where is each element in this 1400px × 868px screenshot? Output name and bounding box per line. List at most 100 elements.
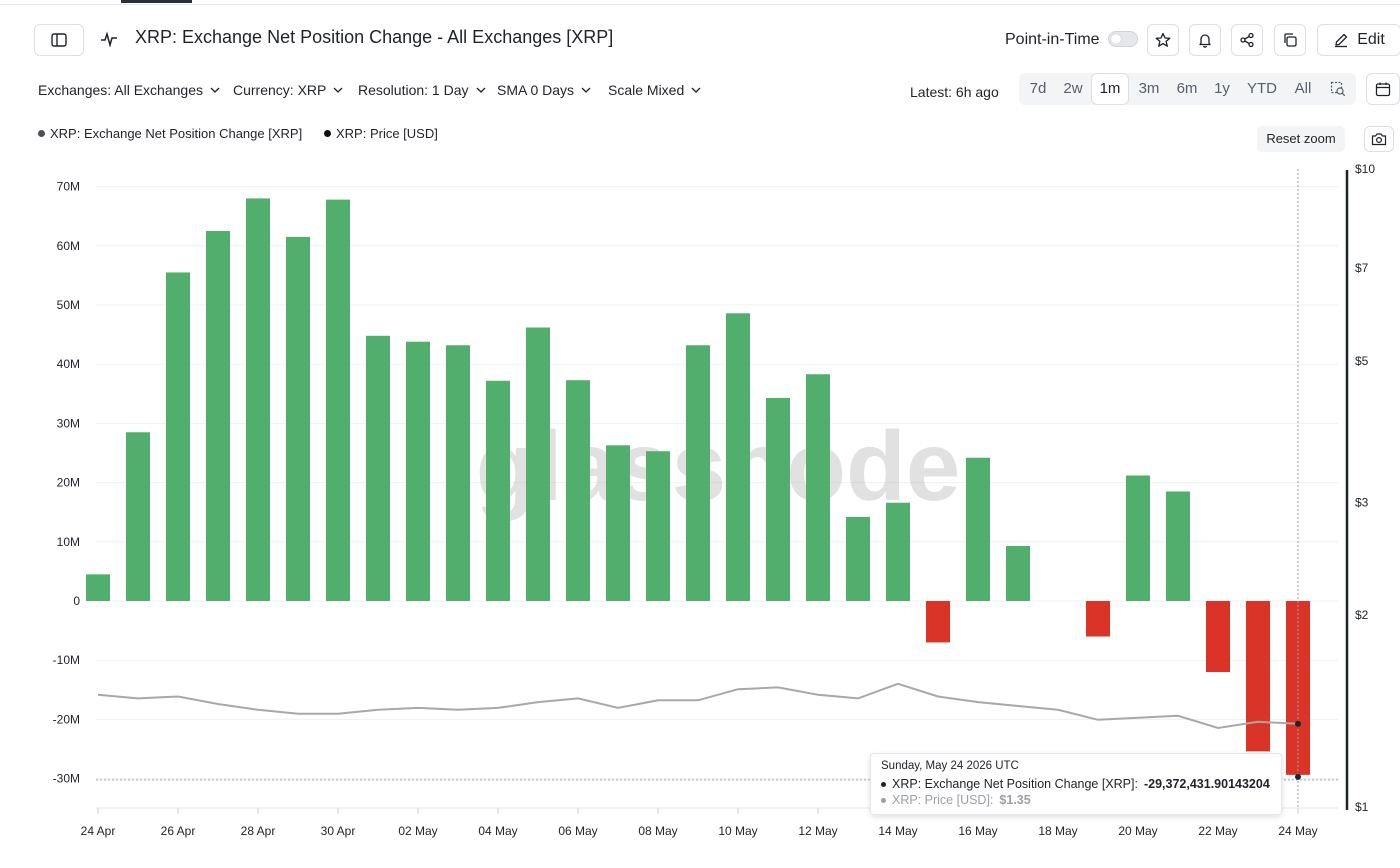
tooltip-dot <box>881 797 886 803</box>
bar <box>1166 491 1190 601</box>
x-tick-label: 18 May <box>1038 824 1077 838</box>
y-tick-label: 20M <box>57 476 80 490</box>
exchanges-dropdown-label: Exchanges: All Exchanges <box>38 82 203 98</box>
copy-icon <box>1284 33 1297 47</box>
edit-button-label: Edit <box>1357 31 1385 48</box>
point-in-time-toggle[interactable] <box>1108 31 1138 47</box>
bar <box>846 516 870 601</box>
chevron-down-icon <box>581 87 591 93</box>
tooltip-value: -29,372,431.90143204 <box>1143 777 1270 791</box>
y-right-tick-label: $10 <box>1355 162 1375 176</box>
range-all[interactable]: All <box>1294 80 1312 97</box>
resolution-dropdown[interactable]: Resolution: 1 Day <box>358 82 487 98</box>
bar <box>686 345 710 601</box>
favorite-button[interactable] <box>1147 24 1179 56</box>
currency-dropdown[interactable]: Currency: XRP <box>233 82 344 98</box>
resolution-dropdown-label: Resolution: 1 Day <box>358 82 469 98</box>
x-tick-label: 10 May <box>718 824 757 838</box>
range-1y[interactable]: 1y <box>1214 80 1230 97</box>
bar <box>1206 601 1230 673</box>
y-right-tick-label: $2 <box>1355 608 1369 622</box>
title-bar: XRP: Exchange Net Position Change - All … <box>34 24 1400 56</box>
bar <box>886 502 910 601</box>
tooltip-dot <box>881 781 886 787</box>
chart-tooltip: Sunday, May 24 2026 UTC XRP: Exchange Ne… <box>870 753 1282 815</box>
zoom-select-icon <box>1330 81 1346 97</box>
bar <box>1086 601 1110 637</box>
bar <box>286 236 310 602</box>
crosshair <box>96 169 1338 808</box>
bar <box>1286 601 1310 775</box>
range-7d[interactable]: 7d <box>1029 80 1047 97</box>
scale-dropdown[interactable]: Scale Mixed <box>608 82 702 98</box>
y-tick-label: -10M <box>53 653 80 667</box>
range-6m[interactable]: 6m <box>1176 80 1198 97</box>
bar <box>526 327 550 601</box>
y-tick-label: 60M <box>57 239 80 253</box>
legend-dot <box>38 130 45 137</box>
sma-dropdown[interactable]: SMA 0 Days <box>497 82 592 98</box>
bar <box>126 432 150 601</box>
legend-label: XRP: Exchange Net Position Change [XRP] <box>50 126 303 141</box>
calendar-icon <box>1375 82 1391 97</box>
x-tick-label: 02 May <box>398 824 437 838</box>
bar <box>726 313 750 601</box>
bar <box>366 335 390 601</box>
range-1m[interactable]: 1m <box>1091 73 1129 105</box>
y-tick-label: 50M <box>57 298 80 312</box>
sidebar-toggle-button[interactable] <box>34 24 84 56</box>
x-tick-label: 04 May <box>478 824 517 838</box>
bar <box>926 601 950 643</box>
bar <box>566 380 590 601</box>
bar <box>806 374 830 601</box>
chart-area: glassnode 70M 60M 50M 40M 30M 20M 10M 0 -10M -20M… <box>53 162 1376 838</box>
y-tick-label: 40M <box>57 357 80 371</box>
share-icon <box>1240 32 1254 48</box>
top-tab-strip <box>0 0 1400 5</box>
share-button[interactable] <box>1231 24 1263 56</box>
edit-button[interactable]: Edit <box>1317 24 1400 56</box>
bar <box>1126 475 1150 601</box>
bar <box>766 397 790 601</box>
y-tick-label: 70M <box>57 180 80 194</box>
x-tick-label: 30 Apr <box>321 824 356 838</box>
screenshot-button[interactable] <box>1364 126 1394 152</box>
bar <box>486 380 510 601</box>
range-2w[interactable]: 2w <box>1063 80 1083 97</box>
bar <box>86 574 110 601</box>
bell-icon <box>1199 34 1211 48</box>
legend-item-net-position[interactable]: XRP: Exchange Net Position Change [XRP] <box>38 126 302 141</box>
zoom-select-button[interactable] <box>1323 73 1353 105</box>
range-ytd[interactable]: YTD <box>1247 80 1277 97</box>
bar <box>446 345 470 601</box>
pencil-icon <box>1335 33 1348 48</box>
pulse-icon <box>101 31 117 48</box>
exchanges-dropdown[interactable]: Exchanges: All Exchanges <box>38 82 221 98</box>
tooltip-label: XRP: Price [USD]: <box>892 793 994 807</box>
bar <box>246 198 270 601</box>
y-tick-label: -30M <box>53 772 80 786</box>
chart-bars <box>86 198 1310 775</box>
tooltip-row-net-position: XRP: Exchange Net Position Change [XRP]:… <box>881 776 1271 792</box>
x-tick-label: 26 Apr <box>161 824 196 838</box>
camera-icon <box>1371 133 1387 146</box>
x-tick-label: 22 May <box>1198 824 1237 838</box>
legend-item-price[interactable]: XRP: Price [USD] <box>324 126 438 141</box>
tooltip-label: XRP: Exchange Net Position Change [XRP]: <box>892 777 1138 791</box>
bar <box>606 445 630 601</box>
x-tick-label: 14 May <box>878 824 917 838</box>
reset-zoom-button[interactable]: Reset zoom <box>1257 126 1345 152</box>
calendar-button[interactable] <box>1366 73 1400 105</box>
y-right-tick-label: $1 <box>1355 800 1369 814</box>
x-tick-label: 06 May <box>558 824 597 838</box>
alert-button[interactable] <box>1189 24 1221 56</box>
chevron-down-icon <box>210 87 220 93</box>
range-3m[interactable]: 3m <box>1138 80 1160 97</box>
bar <box>406 341 430 601</box>
active-tab-indicator <box>121 0 192 3</box>
legend-label: XRP: Price [USD] <box>336 126 438 141</box>
duplicate-button[interactable] <box>1274 24 1306 56</box>
right-y-axis: $10 $7 $5 $3 $2 $1 <box>1345 162 1375 814</box>
price-line <box>97 682 1299 730</box>
bar <box>326 199 350 601</box>
